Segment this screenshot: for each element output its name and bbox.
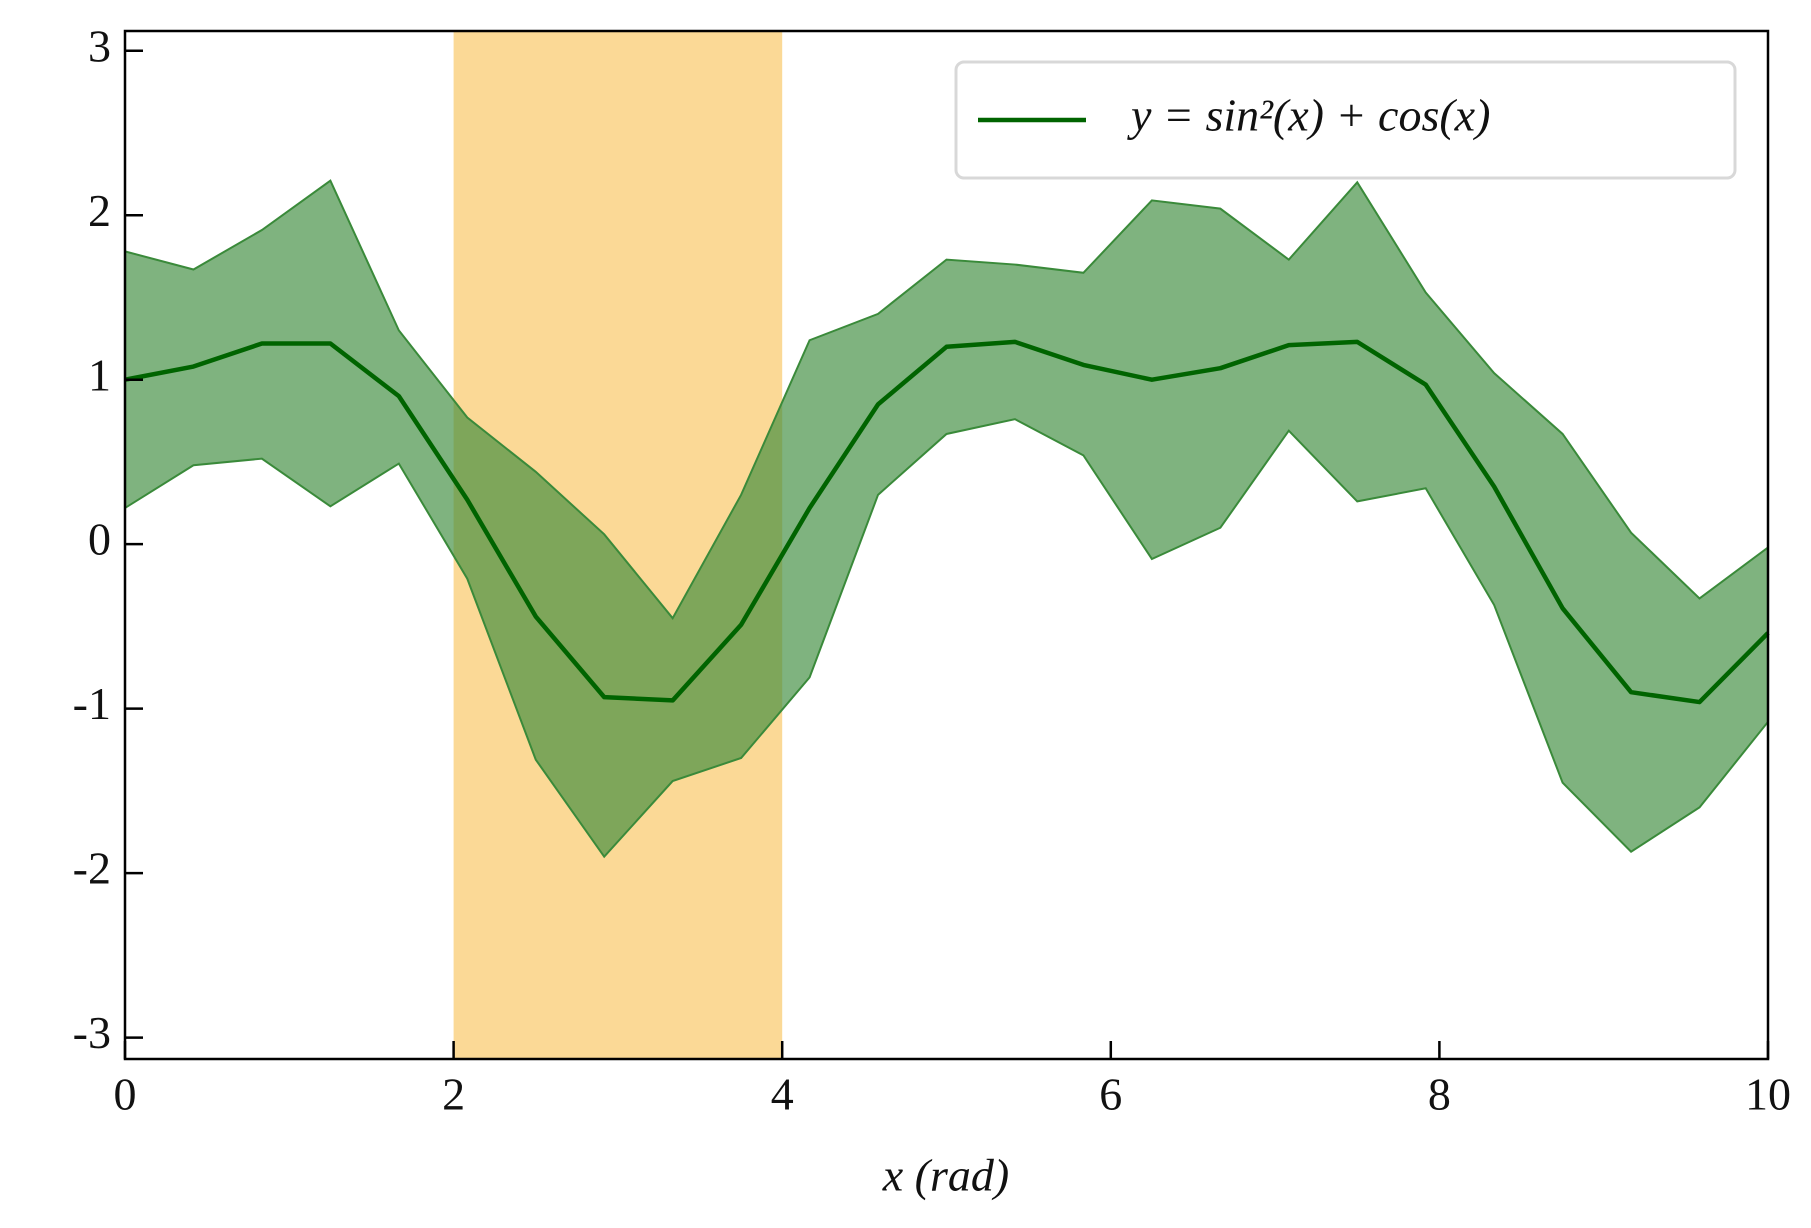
x-tick-label: 10: [1745, 1069, 1791, 1120]
x-tick-label: 2: [442, 1069, 465, 1120]
error-band: [124, 179, 1769, 859]
line: [124, 339, 1770, 705]
y-tick-label: 0: [88, 514, 111, 565]
y-tick-label: -3: [73, 1007, 111, 1058]
x-tick-label: 8: [1428, 1069, 1451, 1120]
y-tick-label: 1: [88, 349, 111, 400]
legend-label: y = sin²(x) + cos(x): [1127, 90, 1490, 141]
plot-frame: [123, 29, 1770, 1061]
y-tick-label: 3: [88, 20, 111, 71]
x-tick-label: 0: [114, 1069, 137, 1120]
legend-box: [954, 60, 1737, 180]
y-tick-label: -1: [73, 678, 111, 729]
y-tick-label: -2: [73, 843, 111, 894]
x-axis-label: x (rad): [882, 1150, 1009, 1201]
y-tick-label: 2: [88, 185, 111, 236]
x-tick-label: 4: [771, 1069, 794, 1120]
x-tick-label: 6: [1099, 1069, 1122, 1120]
